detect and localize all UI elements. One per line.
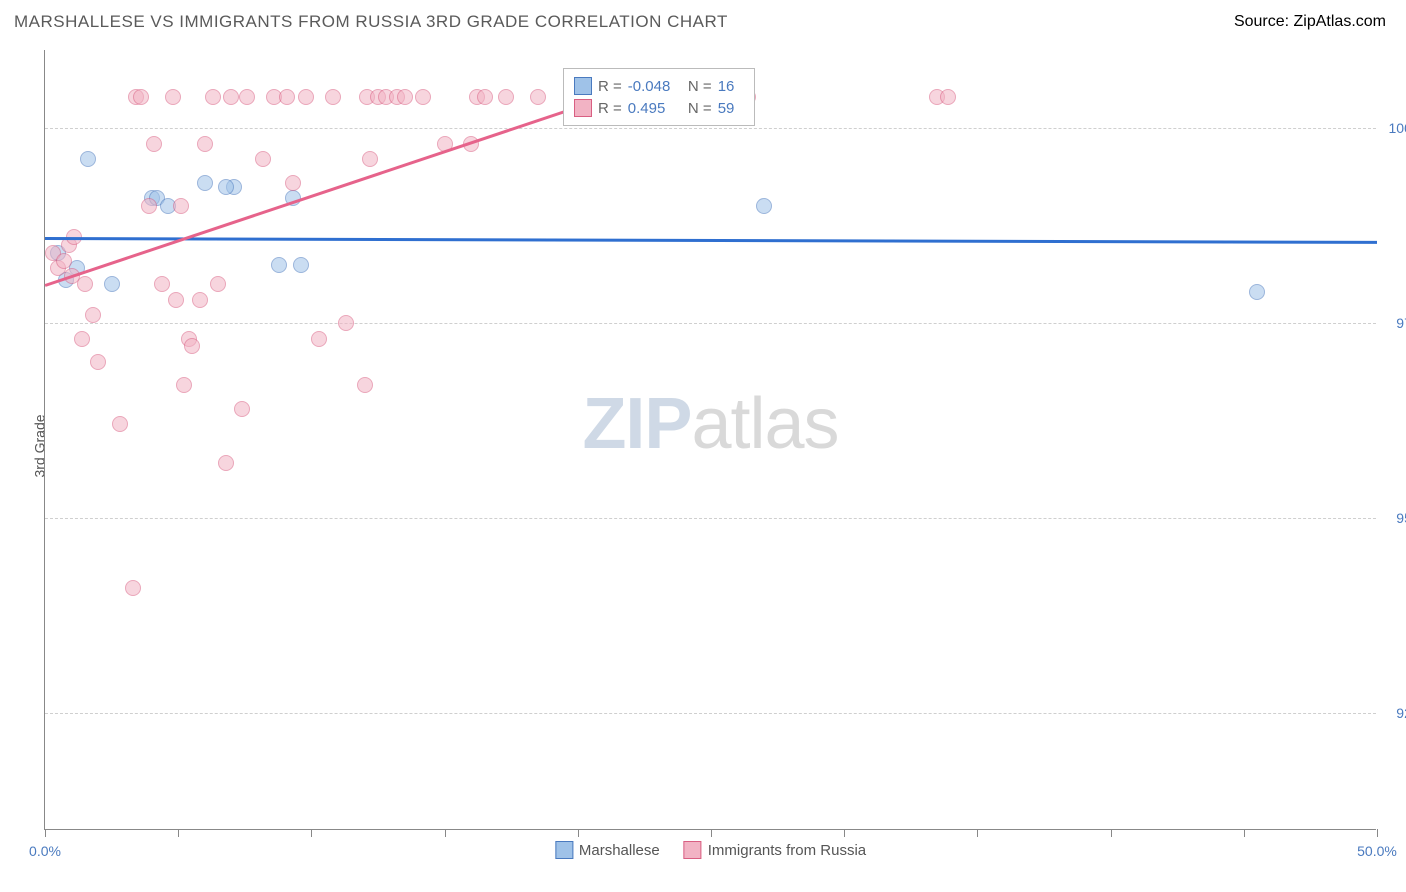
x-tick-mark xyxy=(1377,829,1378,837)
data-point xyxy=(218,455,234,471)
data-point xyxy=(218,179,234,195)
data-point xyxy=(498,89,514,105)
data-point xyxy=(338,315,354,331)
stats-legend: R = -0.048 N = 16 R = 0.495 N = 59 xyxy=(563,68,755,126)
data-point xyxy=(293,257,309,273)
trend-line xyxy=(45,97,605,287)
data-point xyxy=(210,276,226,292)
x-tick-mark xyxy=(445,829,446,837)
data-point xyxy=(173,198,189,214)
gridline-h xyxy=(45,128,1376,129)
data-point xyxy=(357,377,373,393)
data-point xyxy=(176,377,192,393)
stat-n-value: 16 xyxy=(718,78,744,95)
source-label: Source: xyxy=(1234,13,1289,30)
data-point xyxy=(165,89,181,105)
stat-r-label: R = xyxy=(598,100,622,117)
data-point xyxy=(141,198,157,214)
data-point xyxy=(125,580,141,596)
y-tick-label: 100.0% xyxy=(1389,120,1406,136)
source-name: ZipAtlas.com xyxy=(1294,13,1386,30)
data-point xyxy=(362,151,378,167)
data-point xyxy=(940,89,956,105)
data-point xyxy=(112,416,128,432)
data-point xyxy=(90,354,106,370)
data-point xyxy=(168,292,184,308)
gridline-h xyxy=(45,323,1376,324)
data-point xyxy=(325,89,341,105)
source: Source: ZipAtlas.com xyxy=(1234,13,1386,31)
data-point xyxy=(85,307,101,323)
data-point xyxy=(530,89,546,105)
series-legend: Marshallese Immigrants from Russia xyxy=(555,841,866,859)
series-legend-item: Marshallese xyxy=(555,841,660,859)
stats-legend-row: R = -0.048 N = 16 xyxy=(574,75,744,97)
data-point xyxy=(311,331,327,347)
legend-swatch xyxy=(574,77,592,95)
data-point xyxy=(239,89,255,105)
data-point xyxy=(77,276,93,292)
watermark-zip: ZIP xyxy=(582,384,691,464)
data-point xyxy=(477,89,493,105)
legend-swatch xyxy=(555,841,573,859)
x-tick-mark xyxy=(45,829,46,837)
stat-r-value: -0.048 xyxy=(628,78,678,95)
watermark: ZIPatlas xyxy=(582,383,838,465)
data-point xyxy=(184,338,200,354)
x-tick-mark xyxy=(711,829,712,837)
y-tick-label: 92.5% xyxy=(1396,705,1406,721)
stat-r-value: 0.495 xyxy=(628,100,678,117)
data-point xyxy=(1249,284,1265,300)
watermark-atlas: atlas xyxy=(691,384,838,464)
data-point xyxy=(56,253,72,269)
data-point xyxy=(80,151,96,167)
series-legend-item: Immigrants from Russia xyxy=(684,841,866,859)
data-point xyxy=(154,276,170,292)
x-tick-label: 0.0% xyxy=(29,843,61,859)
gridline-h xyxy=(45,713,1376,714)
data-point xyxy=(298,89,314,105)
data-point xyxy=(197,136,213,152)
data-point xyxy=(415,89,431,105)
data-point xyxy=(197,175,213,191)
x-tick-mark xyxy=(311,829,312,837)
stat-n-value: 59 xyxy=(718,100,744,117)
y-tick-label: 95.0% xyxy=(1396,510,1406,526)
data-point xyxy=(146,136,162,152)
data-point xyxy=(133,89,149,105)
data-point xyxy=(756,198,772,214)
y-tick-label: 97.5% xyxy=(1396,315,1406,331)
data-point xyxy=(271,257,287,273)
data-point xyxy=(74,331,90,347)
stats-legend-row: R = 0.495 N = 59 xyxy=(574,97,744,119)
chart-plot-area: ZIPatlas 92.5%95.0%97.5%100.0%0.0%50.0%R… xyxy=(44,50,1376,830)
x-tick-mark xyxy=(844,829,845,837)
stat-n-label: N = xyxy=(684,78,712,95)
data-point xyxy=(234,401,250,417)
data-point xyxy=(223,89,239,105)
data-point xyxy=(192,292,208,308)
stat-n-label: N = xyxy=(684,100,712,117)
x-tick-mark xyxy=(1244,829,1245,837)
legend-swatch xyxy=(684,841,702,859)
x-tick-mark xyxy=(1111,829,1112,837)
data-point xyxy=(255,151,271,167)
data-point xyxy=(285,175,301,191)
x-tick-mark xyxy=(977,829,978,837)
series-legend-label: Immigrants from Russia xyxy=(708,842,866,859)
trend-line xyxy=(45,237,1377,243)
chart-title: MARSHALLESE VS IMMIGRANTS FROM RUSSIA 3R… xyxy=(14,12,728,32)
data-point xyxy=(104,276,120,292)
data-point xyxy=(205,89,221,105)
series-legend-label: Marshallese xyxy=(579,842,660,859)
x-tick-label: 50.0% xyxy=(1357,843,1397,859)
legend-swatch xyxy=(574,99,592,117)
x-tick-mark xyxy=(178,829,179,837)
data-point xyxy=(279,89,295,105)
x-tick-mark xyxy=(578,829,579,837)
data-point xyxy=(397,89,413,105)
stat-r-label: R = xyxy=(598,78,622,95)
gridline-h xyxy=(45,518,1376,519)
